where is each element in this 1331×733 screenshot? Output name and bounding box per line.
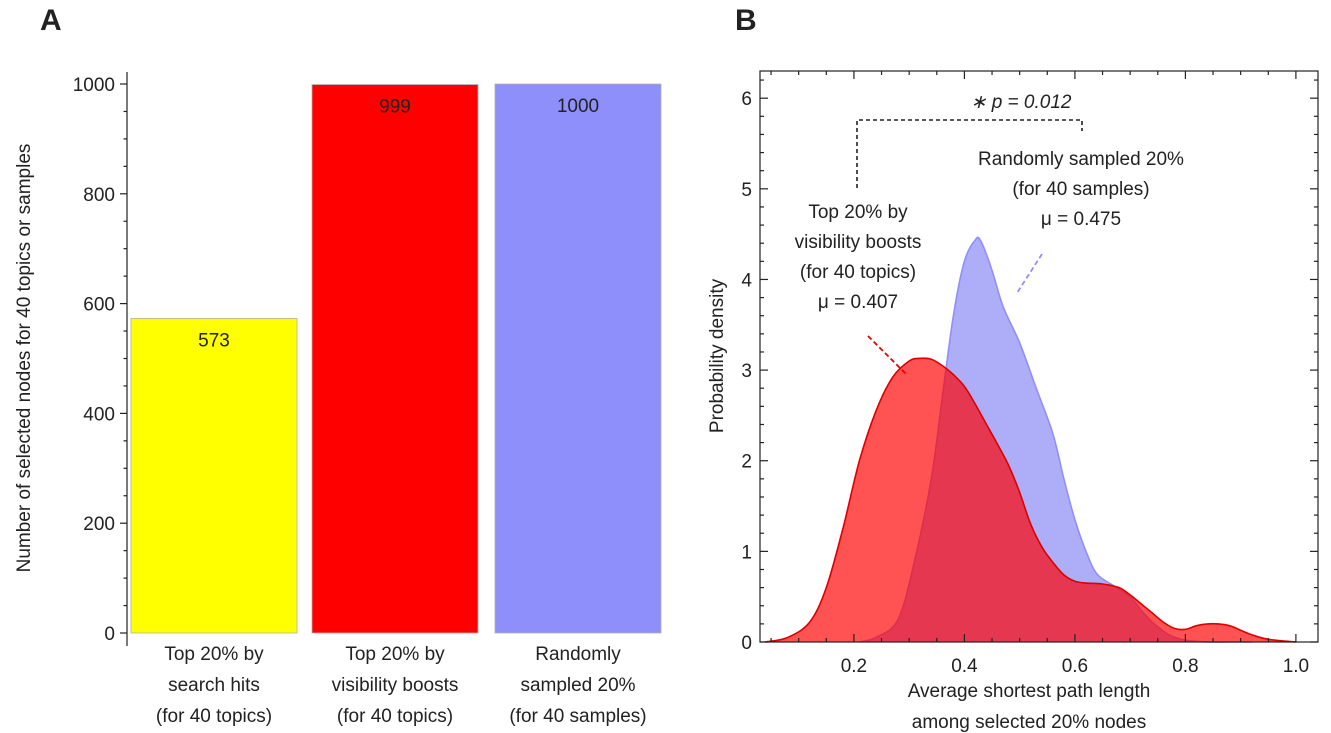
x-tick-label: (for 40 topics) [337, 706, 453, 727]
x-tick-label: 0.8 [1172, 656, 1198, 677]
x-tick-label: visibility boosts [332, 675, 459, 696]
panel-b: B Probability density 0.2 0.4 0.6 0.8 1.0 0 1 2… [707, 4, 1319, 733]
x-tick-label: sampled 20% [520, 675, 635, 696]
y-tick-label: 1000 [73, 75, 115, 96]
panel-a-label: A [40, 4, 62, 37]
y-tick-label: 1 [741, 542, 752, 563]
significance-label: ∗ p = 0.012 [971, 92, 1072, 113]
annotation-top-visibility: visibility boosts [795, 232, 922, 253]
y-tick-label: 0 [741, 633, 752, 654]
panel-b-annotations: ∗ p = 0.012 Randomly sampled 20% (for 40 s… [795, 92, 1184, 376]
bar [494, 83, 662, 634]
y-tick-label: 4 [741, 270, 752, 291]
y-tick-label: 6 [741, 89, 752, 110]
panel-b-axes: 0.2 0.4 0.6 0.8 1.0 0 1 2 3 4 5 6 Average shortest p… [741, 70, 1319, 733]
annotation-top-visibility: μ = 0.407 [818, 292, 898, 313]
x-tick-label: search hits [168, 675, 260, 696]
x-tick-label: 0.6 [1062, 656, 1088, 677]
bar-value-label: 999 [379, 97, 411, 118]
x-tick-label: Top 20% by [164, 644, 264, 665]
y-tick-label: 200 [83, 514, 115, 535]
y-tick-label: 3 [741, 361, 752, 382]
annotation-random: μ = 0.475 [1041, 209, 1121, 230]
annotation-top-visibility: (for 40 topics) [800, 262, 916, 283]
x-axis-label: among selected 20% nodes [912, 712, 1147, 733]
x-tick-label: (for 40 topics) [156, 706, 272, 727]
y-tick-label: 5 [741, 180, 752, 201]
annotation-random: (for 40 samples) [1012, 179, 1149, 200]
panel-a: A Number of selected nodes for 40 topics… [14, 4, 662, 727]
density-area-top-visibility [765, 358, 1296, 642]
panel-b-label: B [735, 4, 757, 37]
y-tick-label: 600 [83, 295, 115, 316]
x-tick-label: 1.0 [1283, 656, 1309, 677]
bar [130, 318, 298, 634]
x-tick-label: (for 40 samples) [509, 706, 646, 727]
bar-value-label: 573 [198, 330, 230, 351]
panel-a-axes: 0 200 400 600 800 1000 [73, 72, 128, 646]
x-tick-label: 0.4 [951, 656, 978, 677]
x-tick-label: Randomly [535, 644, 621, 665]
y-tick-label: 2 [741, 452, 752, 473]
x-tick-label: Top 20% by [345, 644, 445, 665]
y-tick-label: 400 [83, 404, 115, 425]
density-areas [765, 236, 1296, 643]
annotation-random: Randomly sampled 20% [978, 149, 1184, 170]
panel-b-y-axis-label: Probability density [707, 278, 728, 433]
panel-a-y-axis-label: Number of selected nodes for 40 topics o… [14, 144, 35, 573]
bar-group: 573 Top 20% by search hits (for 40 topics) 9… [130, 83, 662, 727]
bar-value-label: 1000 [557, 96, 599, 117]
y-tick-label: 0 [104, 624, 115, 645]
annotation-random-leader [1016, 253, 1043, 294]
plot-frame [759, 70, 1319, 643]
x-tick-label: 0.2 [841, 656, 867, 677]
annotation-top-visibility-leader [867, 335, 908, 376]
y-tick-label: 800 [83, 185, 115, 206]
density-curve-top-visibility [765, 357, 1296, 643]
x-axis-label: Average shortest path length [908, 681, 1151, 702]
bar [311, 84, 479, 634]
annotation-top-visibility: Top 20% by [808, 202, 908, 223]
